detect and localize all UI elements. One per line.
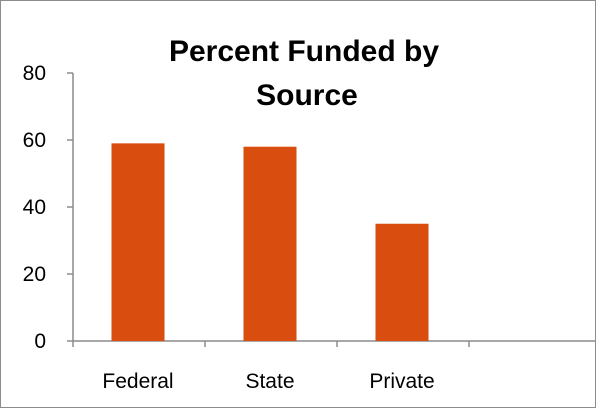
y-tick-label: 40 [23, 196, 46, 219]
category-labels: Federal State Private [102, 370, 434, 393]
y-tick-label: 20 [23, 263, 46, 286]
y-ticks: 0 20 40 60 80 [23, 62, 73, 353]
x-ticks [72, 341, 470, 347]
x-category-label: State [245, 370, 294, 393]
y-tick-label: 80 [23, 62, 46, 85]
chart-title: Percent Funded by Source [169, 35, 439, 112]
bars [111, 143, 429, 341]
y-tick-label: 0 [34, 330, 46, 353]
x-category-label: Private [369, 370, 434, 393]
chart-title-line-2: Source [256, 79, 358, 112]
bar-private [375, 223, 429, 341]
x-category-label: Federal [102, 370, 173, 393]
bar-federal [111, 143, 165, 341]
bar-state [243, 146, 297, 341]
y-tick-label: 60 [23, 129, 46, 152]
chart-title-line-1: Percent Funded by [169, 35, 439, 68]
